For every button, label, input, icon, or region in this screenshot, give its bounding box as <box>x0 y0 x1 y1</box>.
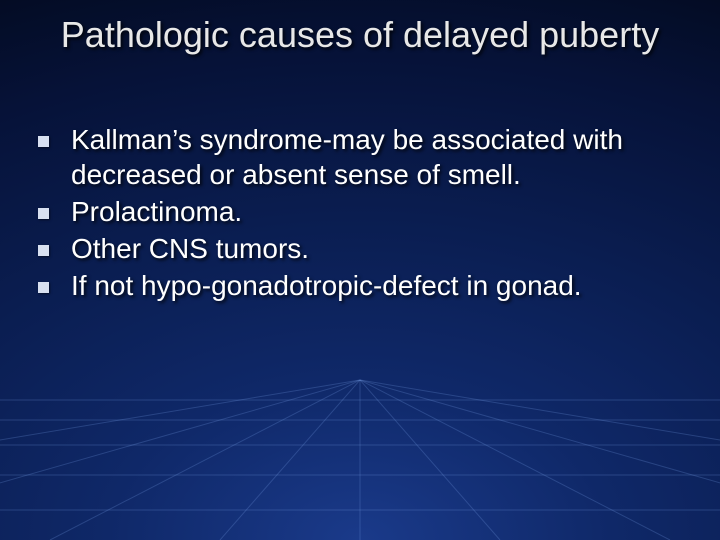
square-bullet-icon <box>38 136 49 147</box>
slide-body: Kallman’s syndrome-may be associated wit… <box>38 122 696 305</box>
bullet-item: Other CNS tumors. <box>38 231 696 266</box>
square-bullet-icon <box>38 208 49 219</box>
bullet-text: Kallman’s syndrome-may be associated wit… <box>71 122 696 192</box>
square-bullet-icon <box>38 282 49 293</box>
bullet-text: Prolactinoma. <box>71 194 242 229</box>
slide-title: Pathologic causes of delayed puberty <box>0 14 720 55</box>
bullet-text: Other CNS tumors. <box>71 231 309 266</box>
square-bullet-icon <box>38 245 49 256</box>
bullet-item: Kallman’s syndrome-may be associated wit… <box>38 122 696 192</box>
bullet-text: If not hypo-gonadotropic-defect in gonad… <box>71 268 582 303</box>
bullet-item: If not hypo-gonadotropic-defect in gonad… <box>38 268 696 303</box>
bullet-item: Prolactinoma. <box>38 194 696 229</box>
slide: Pathologic causes of delayed puberty Kal… <box>0 0 720 540</box>
